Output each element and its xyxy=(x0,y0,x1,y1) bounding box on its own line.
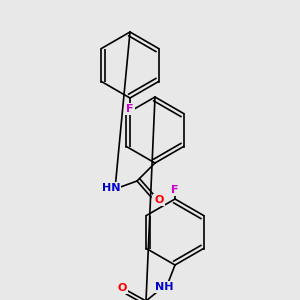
Text: NH: NH xyxy=(155,282,173,292)
Text: HN: HN xyxy=(102,183,120,193)
Text: F: F xyxy=(171,185,179,195)
Text: O: O xyxy=(154,195,164,205)
Text: F: F xyxy=(126,104,134,114)
Text: O: O xyxy=(117,283,127,293)
